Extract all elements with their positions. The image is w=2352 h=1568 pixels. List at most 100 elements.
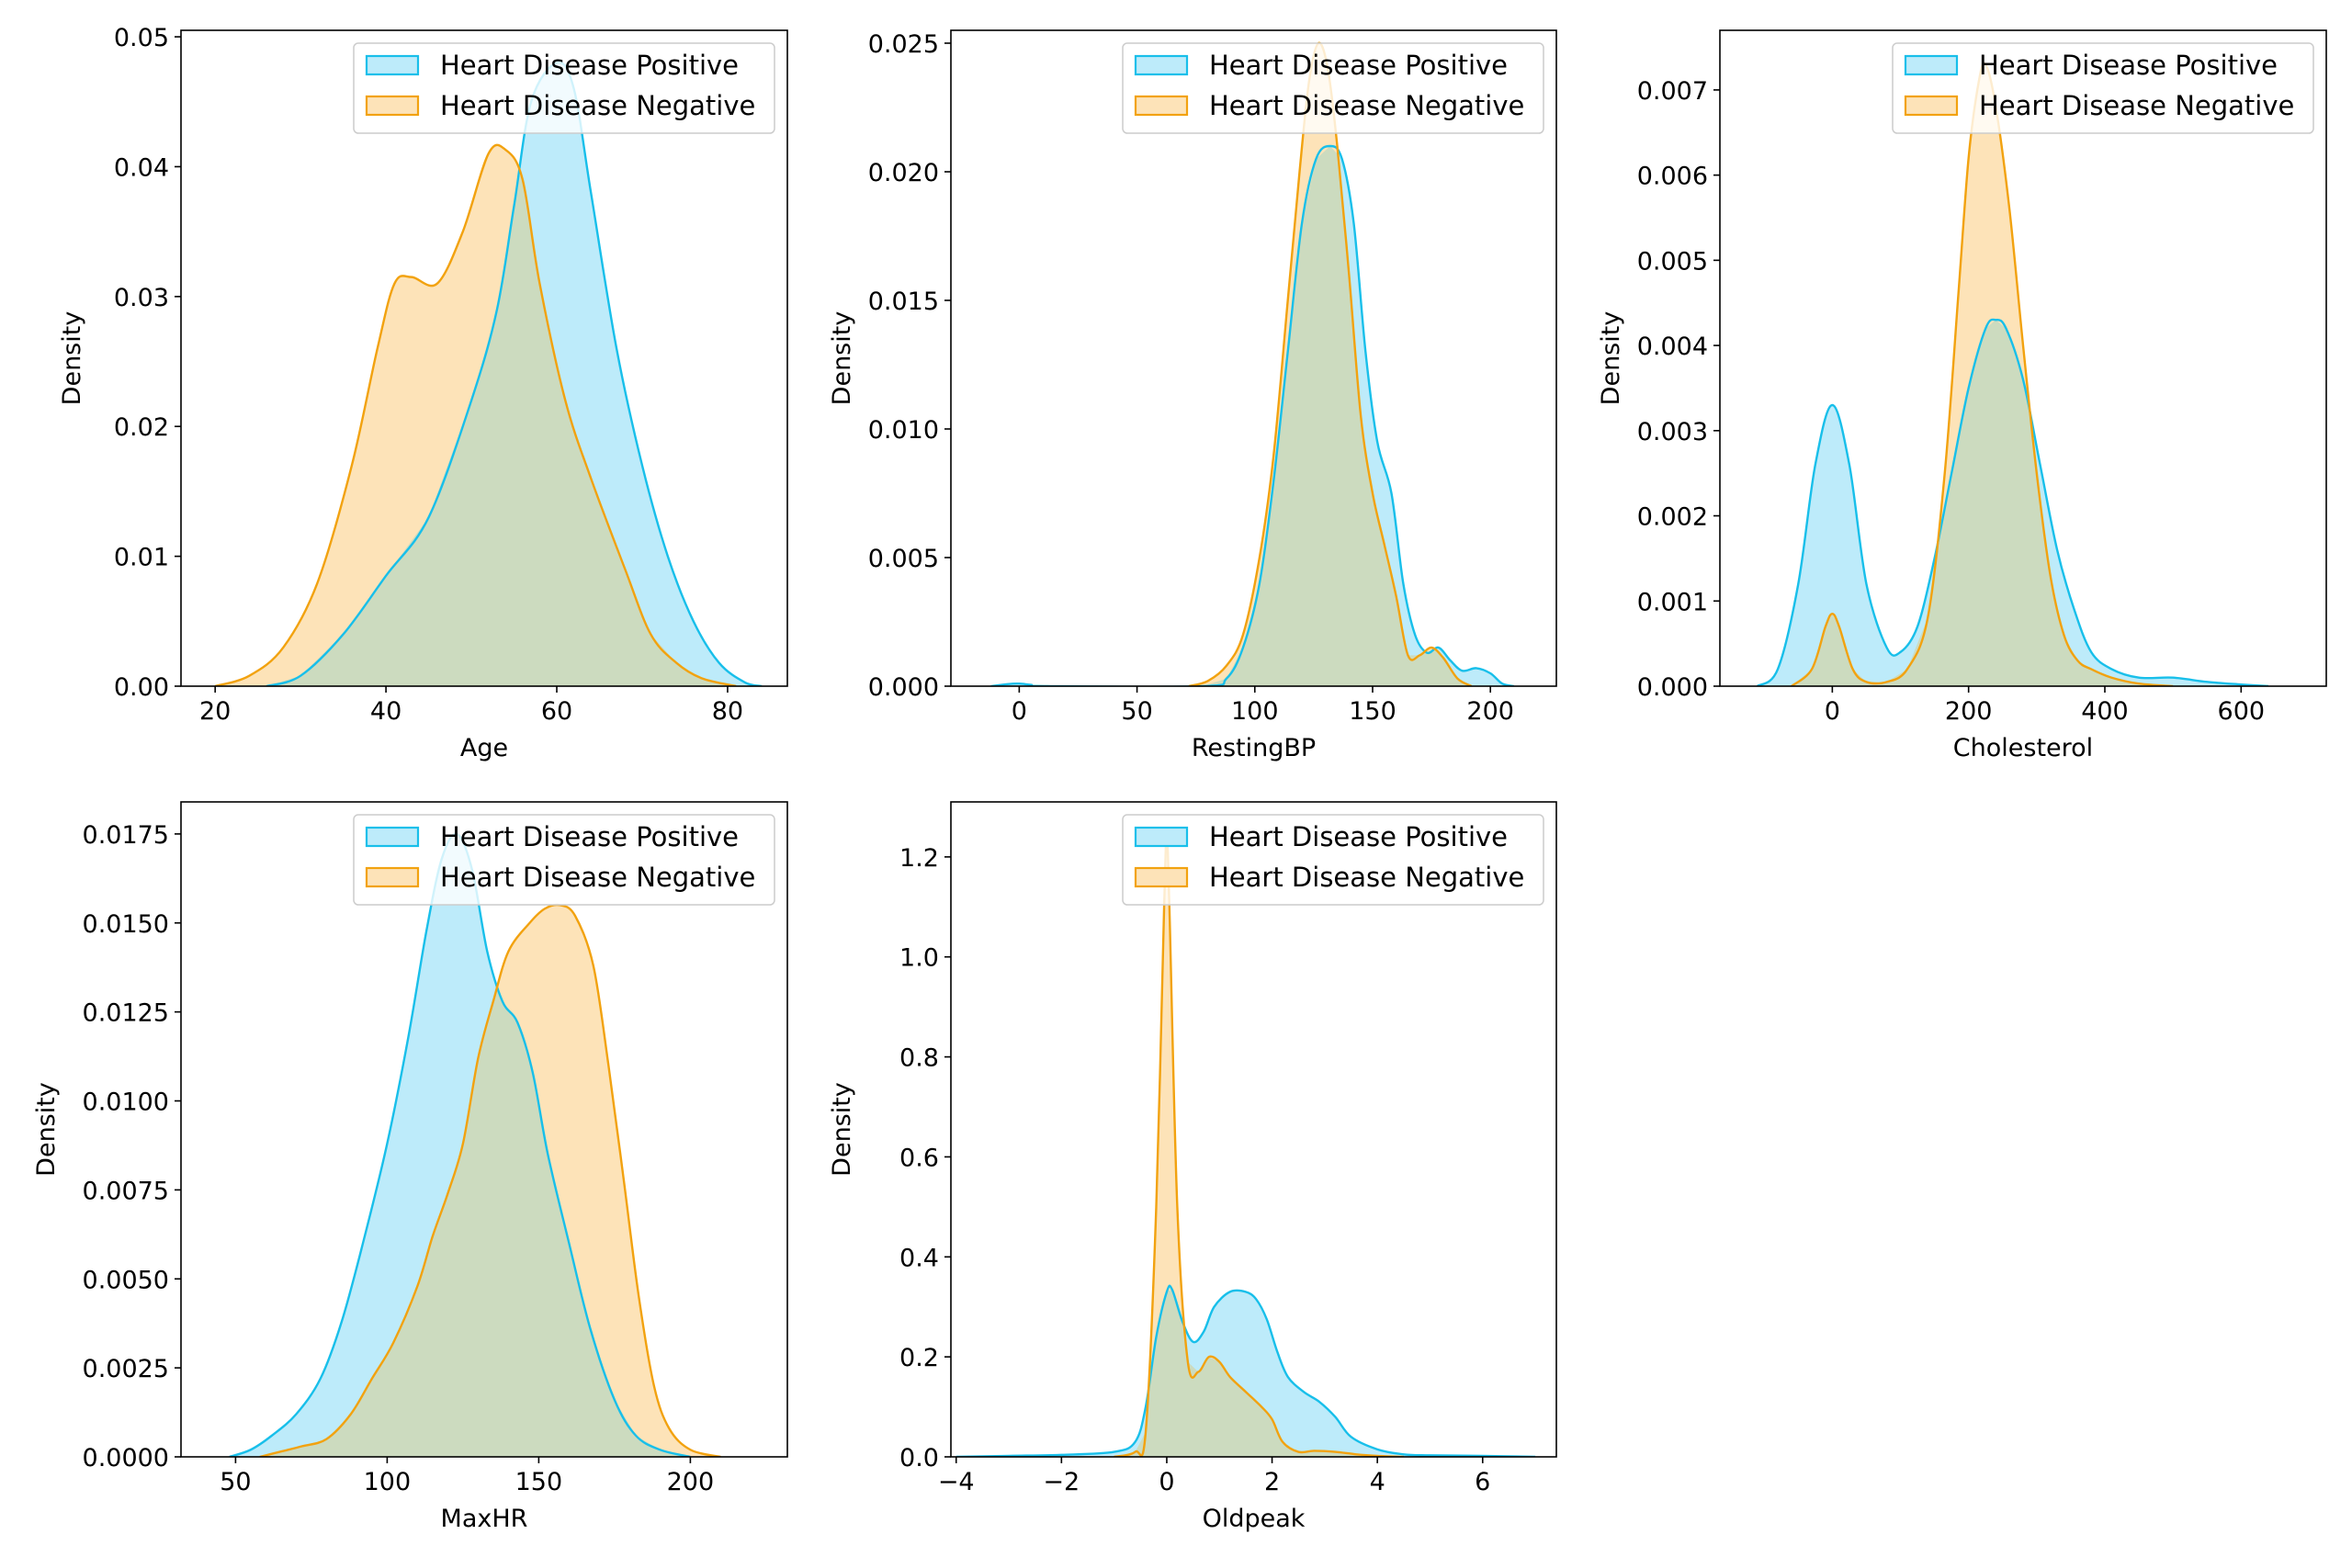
legend-box [1892,42,2314,134]
kde-overlap-fill [1188,145,1472,686]
axes-frame [1719,29,2327,687]
plot-area [1757,62,2269,686]
y-tick-label: 0.005 [1637,247,1708,276]
legend-box [1122,42,1544,134]
axes-frame [950,801,1557,1458]
y-tick-label: 0.000 [868,673,939,702]
y-tick-label: 0.020 [868,159,939,187]
x-tick-label: 80 [712,697,743,726]
kde-line-negative [1114,835,1404,1457]
kde-line-negative [214,143,737,686]
y-tick-label: 0.025 [868,30,939,59]
y-tick-label: 0.0150 [83,910,169,939]
x-tick-label: 100 [364,1468,412,1496]
legend-label-positive: Heart Disease Positive [1979,50,2278,81]
kde-line-negative [259,903,721,1457]
legend-label-negative: Heart Disease Negative [1979,90,2294,121]
subplot-oldpeak: −4 −2 0 2 4 6 0.0 0.2 0.4 0.6 0.8 1.0 1.2 Oldpeak Dens… [828,801,1557,1533]
x-tick-label: 100 [1231,697,1279,726]
y-axis-label: Density [828,1082,856,1177]
y-tick-label: 0.0075 [83,1177,169,1205]
y-tick-label: 0.005 [868,545,939,573]
legend-swatch-positive [365,54,420,76]
x-tick-label: 6 [1475,1468,1490,1496]
x-tick-label: 0 [1012,697,1027,726]
legend-swatch-negative [365,866,420,888]
axes-frame [950,29,1557,687]
kde-fill-positive [956,1285,1536,1457]
y-tick-label: 0.0025 [83,1355,169,1383]
legend-label-positive: Heart Disease Positive [440,50,739,81]
plot-area [214,61,763,686]
legend-swatch-positive [1904,54,1959,76]
legend: Heart Disease Positive Heart Disease Nega… [353,42,775,134]
y-tick-label: 0.01 [114,544,169,572]
y-tick-label: 1.2 [899,844,939,873]
legend: Heart Disease Positive Heart Disease Nega… [1892,42,2314,134]
x-tick-label: 0 [1159,1468,1174,1496]
y-axis-label: Density [1597,311,1625,406]
x-tick-label: 4 [1370,1468,1385,1496]
subplot-maxhr: 50 100 150 200 0.0000 0.0025 0.0050 0.0075 0.010… [32,801,788,1533]
y-tick-label: 0.006 [1637,163,1708,191]
y-tick-label: 0.0 [899,1444,939,1472]
legend-label-negative: Heart Disease Negative [1209,862,1524,893]
legend: Heart Disease Positive Heart Disease Nega… [353,814,775,906]
subplot-age: 20 40 60 80 0.00 0.01 0.02 0.03 0.04 0.05 Age Densi… [58,24,788,762]
y-tick-label: 0.004 [1637,333,1708,361]
x-tick-label: 20 [199,697,231,726]
legend-label-negative: Heart Disease Negative [440,90,755,121]
y-tick-label: 0.8 [899,1044,939,1073]
legend-label-negative: Heart Disease Negative [1209,90,1524,121]
legend-swatch-positive [365,826,420,848]
y-tick-label: 1.0 [899,944,939,973]
y-tick-label: 0.015 [868,288,939,316]
x-tick-label: 150 [515,1468,563,1496]
x-axis-label: RestingBP [1192,734,1316,762]
y-tick-label: 0.010 [868,416,939,445]
y-tick-label: 0.03 [114,284,169,312]
y-tick-label: 0.000 [1637,673,1708,702]
y-tick-label: 0.6 [899,1144,939,1172]
kde-overlap-fill [259,987,691,1457]
y-tick-label: 0.2 [899,1344,939,1372]
y-tick-label: 0.02 [114,413,169,442]
legend-swatch-positive [1134,826,1189,848]
legend-swatch-positive [1134,54,1189,76]
legend-swatch-negative [365,95,420,117]
legend-box [353,814,775,906]
legend-label-negative: Heart Disease Negative [440,862,755,893]
legend-label-positive: Heart Disease Positive [440,821,739,852]
legend: Heart Disease Positive Heart Disease Nega… [1122,42,1544,134]
subplot-cholesterol: 0 200 400 600 0.000 0.001 0.002 0.003 0.004 0.005… [1597,29,2327,762]
y-tick-label: 0.0050 [83,1266,169,1294]
y-axis-label: Density [32,1082,61,1177]
x-axis-label: Cholesterol [1953,734,2093,762]
x-tick-label: 400 [2081,697,2129,726]
legend-label-positive: Heart Disease Positive [1209,50,1508,81]
x-tick-label: 200 [1945,697,1993,726]
y-tick-label: 0.05 [114,24,169,52]
kde-fill-negative [1114,837,1404,1457]
y-tick-label: 0.007 [1637,77,1708,106]
y-tick-label: 0.04 [114,153,169,182]
y-tick-label: 0.0000 [83,1444,169,1472]
plot-area [229,832,721,1457]
kde-line-positive [1757,318,2269,686]
y-tick-label: 0.0125 [83,999,169,1028]
kde-line-positive [956,1284,1536,1457]
legend-swatch-negative [1134,95,1189,117]
x-tick-label: 0 [1825,697,1840,726]
legend: Heart Disease Positive Heart Disease Nega… [1122,814,1544,906]
y-tick-label: 0.0100 [83,1089,169,1117]
y-tick-label: 0.4 [899,1244,939,1272]
plot-area [990,41,1515,686]
legend-swatch-negative [1904,95,1959,117]
axes-frame [180,801,788,1458]
y-tick-label: 0.001 [1637,588,1708,616]
plot-area [956,835,1536,1457]
x-axis-label: Age [460,734,508,762]
y-tick-label: 0.002 [1637,503,1708,532]
x-tick-label: −2 [1043,1468,1080,1496]
